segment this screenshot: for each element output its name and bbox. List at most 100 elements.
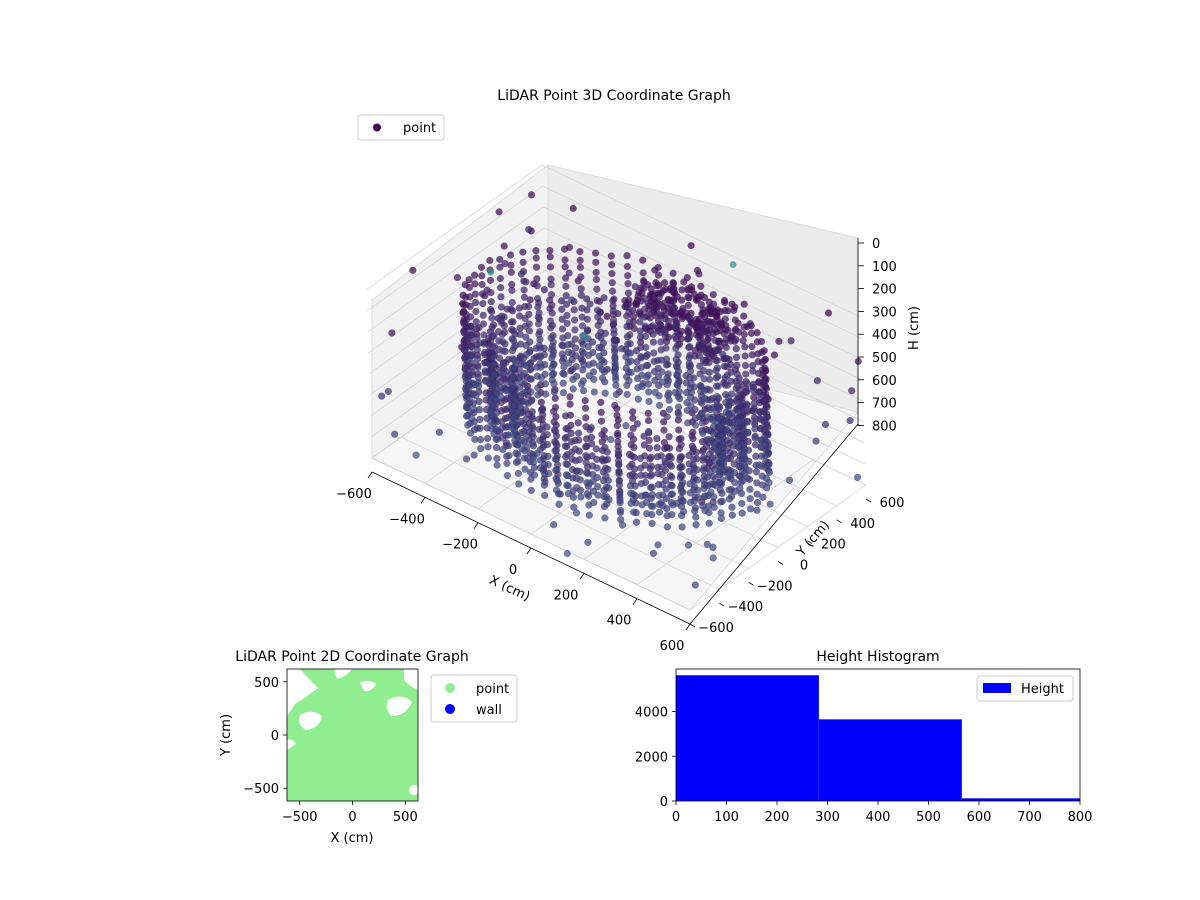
data-point-3d xyxy=(601,329,610,337)
data-point-3d xyxy=(472,307,480,316)
data-point-3d xyxy=(671,314,679,322)
data-point-3d xyxy=(675,411,683,419)
data-point-3d xyxy=(536,456,545,464)
data-point-3d xyxy=(662,361,671,369)
data-point-3d xyxy=(552,439,560,447)
data-point-3d xyxy=(595,362,604,370)
x-tick-label-3d: 0 xyxy=(509,563,517,578)
data-point-3d xyxy=(565,269,573,277)
data-point-3d xyxy=(533,449,541,458)
data-point-3d xyxy=(713,401,721,409)
z-tick-label-3d: 200 xyxy=(872,283,897,298)
data-point-3d xyxy=(494,435,502,443)
data-point-3d xyxy=(686,498,695,507)
data-point-3d xyxy=(700,367,708,375)
data-point-3d xyxy=(650,357,658,366)
data-point-3d xyxy=(605,496,613,504)
data-point-3d xyxy=(409,266,417,274)
data-point-3d xyxy=(670,285,678,293)
data-point-3d xyxy=(703,540,711,548)
plot-histogram: 0 100 200 300 400 500 600 700 800 0 2000 4000 Heigh… xyxy=(635,649,1093,825)
data-point-3d xyxy=(597,398,605,406)
data-point-3d xyxy=(651,376,659,385)
data-point-3d xyxy=(497,293,505,301)
data-point-3d xyxy=(757,442,765,450)
data-point-3d xyxy=(734,399,742,407)
data-point-3d xyxy=(734,392,742,400)
data-point-3d xyxy=(493,454,501,463)
data-point-3d xyxy=(479,320,488,328)
data-point-3d xyxy=(724,393,732,402)
data-point-3d xyxy=(710,300,718,308)
data-point-3d xyxy=(585,511,593,519)
data-point-3d xyxy=(585,372,593,380)
data-point-3d xyxy=(660,418,668,426)
data-point-3d xyxy=(707,488,715,496)
data-point-3d xyxy=(563,549,571,558)
data-point-3d xyxy=(742,370,750,378)
data-point-3d xyxy=(709,554,717,562)
data-point-3d xyxy=(535,341,543,349)
data-point-3d xyxy=(489,401,497,409)
data-point-3d xyxy=(649,322,657,330)
data-point-3d xyxy=(571,445,580,453)
data-point-3d xyxy=(743,418,752,426)
data-point-3d xyxy=(581,404,590,412)
data-point-3d xyxy=(484,443,492,451)
data-point-3d xyxy=(528,422,536,430)
data-point-3d xyxy=(468,368,477,376)
data-point-3d xyxy=(638,382,646,391)
data-point-3d xyxy=(514,469,523,478)
histogram-bars xyxy=(676,675,1080,801)
data-point-3d xyxy=(734,408,743,416)
data-point-3d xyxy=(700,481,709,489)
data-point-3d xyxy=(623,262,632,271)
data-point-3d xyxy=(626,482,635,490)
data-point-3d xyxy=(627,431,635,439)
title-3d: LiDAR Point 3D Coordinate Graph xyxy=(497,88,730,104)
data-point-3d xyxy=(584,538,592,547)
data-point-3d xyxy=(544,469,553,478)
data-point-3d xyxy=(536,359,544,368)
data-point-3d xyxy=(684,301,692,309)
data-point-3d xyxy=(775,337,783,345)
data-point-3d xyxy=(597,408,605,416)
data-point-3d xyxy=(613,429,622,437)
data-point-3d xyxy=(653,444,661,452)
data-point-3d xyxy=(736,484,744,492)
data-point-3d xyxy=(492,379,500,387)
data-point-3d xyxy=(561,256,569,264)
data-point-3d xyxy=(663,413,671,421)
data-point-3d xyxy=(618,521,627,529)
data-point-3d xyxy=(660,426,668,434)
data-point-3d xyxy=(717,454,726,462)
data-point-3d xyxy=(476,339,484,347)
x-tick-label-hist: 700 xyxy=(1017,810,1042,825)
data-point-3d xyxy=(549,348,558,356)
data-point-3d xyxy=(520,286,528,294)
data-point-3d xyxy=(527,191,536,199)
data-point-3d xyxy=(609,297,617,305)
data-point-3d xyxy=(510,356,519,364)
data-point-3d xyxy=(642,352,650,361)
data-point-3d xyxy=(604,484,613,492)
data-point-3d xyxy=(560,370,568,378)
data-point-3d xyxy=(673,380,681,389)
data-point-3d xyxy=(640,432,648,440)
data-point-3d xyxy=(710,307,718,315)
data-point-3d xyxy=(691,507,699,515)
data-point-3d xyxy=(590,498,598,507)
data-point-3d xyxy=(691,421,700,429)
data-point-3d xyxy=(593,464,601,472)
data-point-3d xyxy=(648,483,656,491)
data-point-3d xyxy=(740,330,748,339)
data-point-3d xyxy=(522,278,530,286)
data-point-3d xyxy=(497,284,505,292)
data-point-3d xyxy=(626,331,634,339)
data-point-3d xyxy=(746,320,754,328)
data-point-3d xyxy=(603,312,611,320)
data-point-3d xyxy=(468,359,476,367)
data-point-3d xyxy=(496,255,504,264)
data-point-3d xyxy=(594,491,602,499)
data-point-3d xyxy=(576,248,584,256)
